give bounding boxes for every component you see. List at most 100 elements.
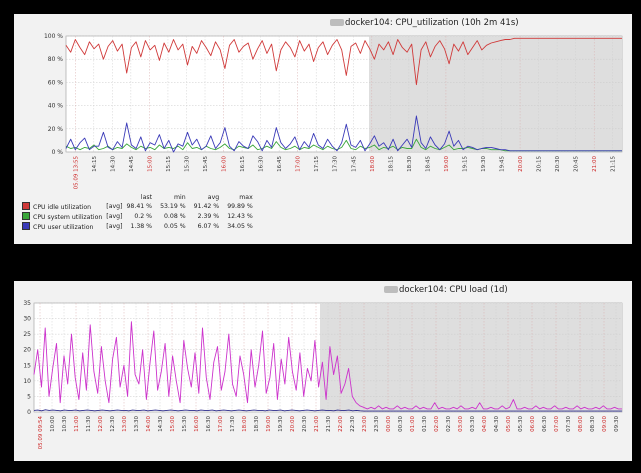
y-tick-label: 20 — [23, 347, 31, 354]
x-tick-label: 07:00 — [554, 416, 560, 432]
x-tick-label: 10:00 — [50, 416, 56, 432]
y-tick-label: 25 — [23, 331, 31, 338]
redacted-host — [330, 19, 344, 26]
x-tick-label: 19:15 — [462, 156, 468, 172]
x-tick-label: 12:30 — [110, 416, 116, 432]
legend-header: last — [140, 194, 153, 201]
series-line — [33, 409, 622, 412]
x-tick-label: 20:00 — [518, 156, 524, 172]
x-tick-label: 03:00 — [458, 416, 464, 432]
x-tick-label: 13:00 — [122, 416, 128, 432]
y-tick-label: 30 — [23, 316, 31, 323]
legend-header: avg — [207, 194, 220, 201]
x-tick-label: 15:00 — [170, 416, 176, 432]
x-tick-label: 16:30 — [206, 416, 212, 432]
chart-legend: last min avg max CPU idle utilization [a… — [22, 194, 261, 232]
redacted-host — [384, 286, 398, 293]
x-tick-label: 20:00 — [290, 416, 296, 432]
x-tick-label: 21:30 — [326, 416, 332, 432]
x-tick-label: 12:00 — [98, 416, 104, 432]
x-tick-label: 17:30 — [230, 416, 236, 432]
x-tick-label: 16:15 — [240, 156, 246, 172]
no-data-region — [320, 303, 622, 412]
x-tick-label: 00:00 — [386, 416, 392, 432]
x-tick-label: 06:00 — [530, 416, 536, 432]
x-tick-label: 04:30 — [494, 416, 500, 432]
series-line — [65, 115, 622, 153]
x-tick-label: 11:30 — [86, 416, 92, 432]
x-tick-label: 14:15 — [92, 156, 98, 172]
x-tick-label: 18:00 — [242, 416, 248, 432]
y-tick-label: 5 — [27, 393, 31, 400]
x-tick-label: 16:45 — [277, 156, 283, 172]
x-tick-label: 17:00 — [296, 156, 302, 172]
x-tick-label: 15:30 — [184, 156, 190, 172]
x-tick-label: 14:00 — [146, 416, 152, 432]
x-tick-label: 07:30 — [566, 416, 572, 432]
x-tick-label: 18:30 — [254, 416, 260, 432]
x-tick-label: 15:30 — [182, 416, 188, 432]
x-tick-label: 01:00 — [410, 416, 416, 432]
x-tick-label: 20:45 — [574, 156, 580, 172]
x-tick-label: 05.09 09:54 — [38, 415, 44, 449]
x-tick-label: 21:00 — [592, 156, 598, 172]
x-tick-label: 18:45 — [425, 156, 431, 172]
x-tick-label: 13:30 — [134, 416, 140, 432]
legend-swatch — [22, 202, 30, 210]
cpu-load-panel: docker104: CPU load (1d) 0 5 10 15 20 25 30 35 0… — [14, 281, 632, 461]
x-tick-label: 05.09 13:55 — [73, 155, 79, 189]
legend-header: min — [173, 194, 186, 201]
x-tick-label: 08:30 — [590, 416, 596, 432]
x-tick-label: 16:00 — [222, 156, 228, 172]
x-tick-label: 15:00 — [147, 156, 153, 172]
x-tick-label: 14:30 — [110, 156, 116, 172]
x-tick-label: 11:00 — [74, 416, 80, 432]
x-tick-label: 08:00 — [578, 416, 584, 432]
x-tick-label: 19:00 — [444, 156, 450, 172]
x-tick-label: 19:30 — [278, 416, 284, 432]
x-tick-label: 23:30 — [374, 416, 380, 432]
x-tick-label: 02:00 — [434, 416, 440, 432]
y-tick-label: 100 % — [44, 33, 63, 40]
no-data-region — [369, 36, 622, 152]
chart-title: docker104: CPU load (1d) — [384, 285, 508, 295]
x-tick-label: 19:30 — [481, 156, 487, 172]
x-tick-label: 17:00 — [218, 416, 224, 432]
chart-title: docker104: CPU_utilization (10h 2m 41s) — [330, 18, 519, 28]
x-tick-label: 06:30 — [542, 416, 548, 432]
x-tick-label: 14:45 — [129, 156, 135, 172]
x-tick-label: 23:00 — [362, 416, 368, 432]
x-tick-label: 15:15 — [166, 156, 172, 172]
x-tick-label: 14:30 — [158, 416, 164, 432]
x-tick-label: 02:30 — [446, 416, 452, 432]
legend-header-row: last min avg max — [22, 194, 261, 202]
y-tick-label: 0 % — [52, 149, 64, 156]
x-tick-label: 15:45 — [203, 156, 209, 172]
x-tick-label: 10:30 — [62, 416, 68, 432]
y-tick-label: 80 % — [48, 56, 64, 63]
x-tick-label: 17:15 — [314, 156, 320, 172]
x-tick-label: 22:30 — [350, 416, 356, 432]
x-tick-label: 20:15 — [537, 156, 543, 172]
x-tick-label: 17:30 — [333, 156, 339, 172]
y-tick-label: 0 — [27, 409, 31, 416]
y-tick-label: 35 — [23, 300, 31, 307]
cpu-utilization-chart: 0 % 20 % 40 % 60 % 80 % 100 % 05.09 13:55 14:15… — [44, 33, 623, 189]
legend-row: CPU system utilization [avg] 0.2 % 0.08 … — [22, 212, 261, 222]
x-tick-label: 22:00 — [338, 416, 344, 432]
y-tick-label: 20 % — [48, 126, 64, 133]
x-tick-label: 00:30 — [398, 416, 404, 432]
x-tick-label: 04:00 — [482, 416, 488, 432]
x-tick-label: 19:45 — [500, 156, 506, 172]
x-tick-label: 21:15 — [611, 156, 617, 172]
legend-header: max — [239, 194, 253, 201]
legend-row: CPU user utilization [avg] 1.38 % 0.05 %… — [22, 222, 261, 232]
x-tick-label: 09:30 — [614, 416, 620, 432]
y-tick-label: 15 — [23, 362, 31, 369]
legend-row: CPU idle utilization [avg] 98.41 % 53.19… — [22, 202, 261, 212]
x-tick-label: 05:30 — [518, 416, 524, 432]
cpu-load-chart: 0 5 10 15 20 25 30 35 05.09 09:54 10:00 10:30 11:00… — [23, 300, 623, 449]
cpu-utilization-panel: docker104: CPU_utilization (10h 2m 41s) … — [14, 14, 632, 244]
x-tick-label: 17:45 — [351, 156, 357, 172]
x-tick-label: 03:30 — [470, 416, 476, 432]
